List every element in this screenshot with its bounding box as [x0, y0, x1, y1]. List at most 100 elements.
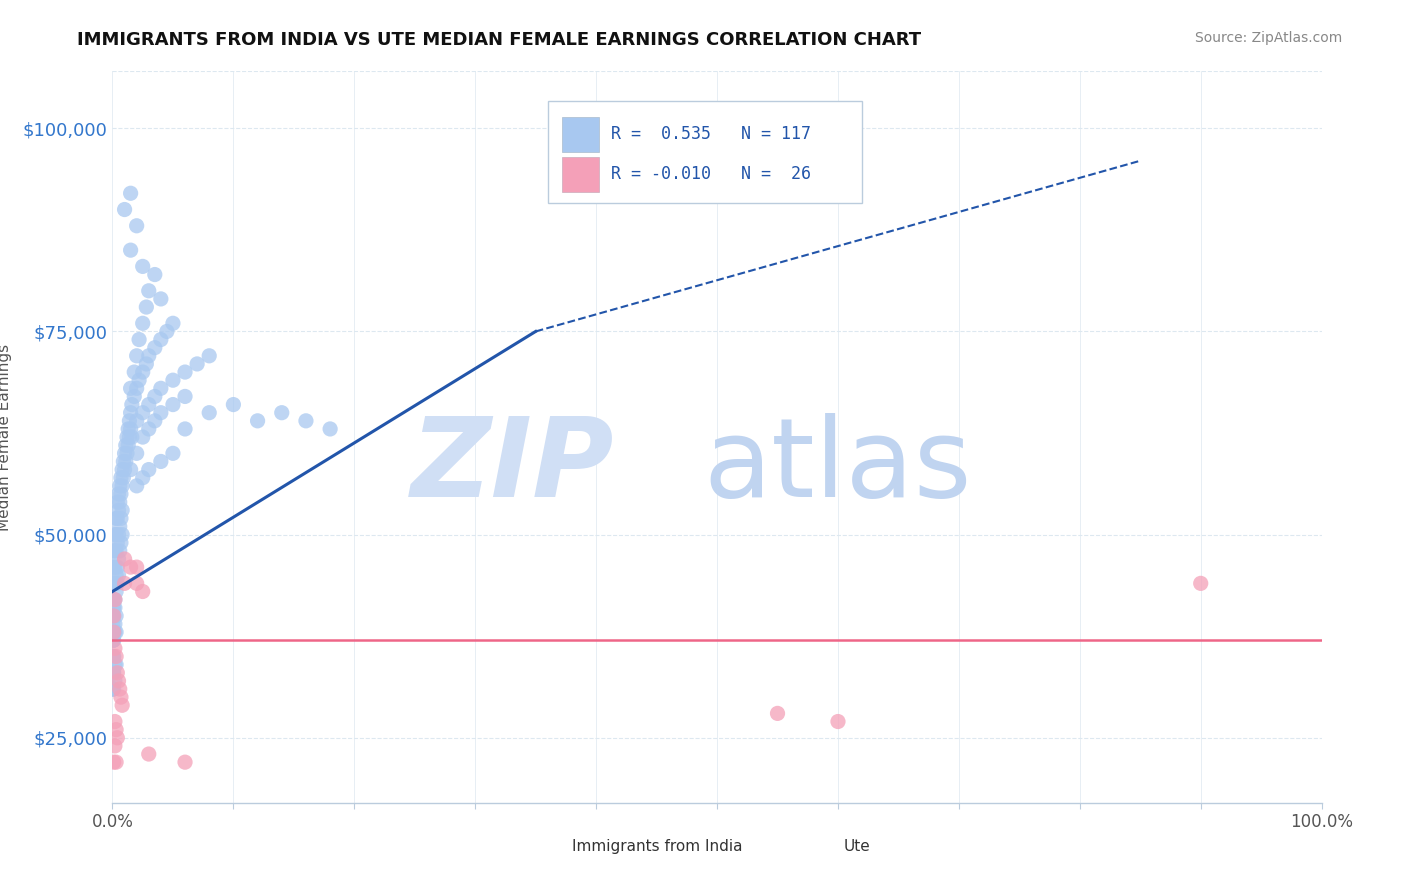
- Point: [104, 576, 127, 591]
- Point: [222, 398, 245, 412]
- Point: [132, 365, 155, 379]
- Point: [135, 357, 157, 371]
- Point: [101, 633, 124, 648]
- Point: [107, 527, 129, 541]
- Point: [138, 398, 160, 412]
- Point: [105, 625, 128, 640]
- Point: [105, 584, 128, 599]
- Point: [110, 511, 132, 525]
- Point: [186, 357, 208, 371]
- Point: [827, 714, 849, 729]
- Point: [162, 373, 184, 387]
- Point: [108, 519, 131, 533]
- Point: [101, 681, 124, 696]
- Point: [103, 600, 125, 615]
- Text: Ute: Ute: [844, 839, 870, 855]
- Point: [198, 406, 221, 420]
- Point: [122, 365, 145, 379]
- Point: [105, 568, 128, 582]
- Point: [125, 219, 148, 233]
- Point: [114, 552, 136, 566]
- Point: [125, 349, 148, 363]
- Point: [117, 422, 139, 436]
- Point: [121, 430, 143, 444]
- Point: [105, 527, 128, 541]
- Point: [121, 398, 143, 412]
- Point: [101, 649, 124, 664]
- Point: [125, 414, 148, 428]
- Point: [103, 625, 125, 640]
- Point: [120, 243, 142, 257]
- FancyBboxPatch shape: [536, 836, 565, 858]
- Point: [111, 527, 134, 541]
- Point: [107, 552, 129, 566]
- Point: [143, 341, 166, 355]
- Point: [138, 422, 160, 436]
- Point: [104, 657, 127, 672]
- Point: [143, 268, 166, 282]
- Point: [110, 487, 132, 501]
- Point: [101, 649, 124, 664]
- Point: [125, 576, 148, 591]
- Point: [118, 414, 141, 428]
- Point: [101, 633, 124, 648]
- Point: [1189, 576, 1212, 591]
- Point: [101, 600, 124, 615]
- Point: [246, 414, 269, 428]
- Point: [120, 381, 142, 395]
- Point: [114, 454, 136, 468]
- Point: [132, 430, 155, 444]
- Point: [103, 576, 125, 591]
- Point: [103, 625, 125, 640]
- Point: [319, 422, 342, 436]
- Text: IMMIGRANTS FROM INDIA VS UTE MEDIAN FEMALE EARNINGS CORRELATION CHART: IMMIGRANTS FROM INDIA VS UTE MEDIAN FEMA…: [77, 31, 921, 49]
- Point: [120, 186, 142, 201]
- Point: [108, 495, 131, 509]
- Point: [105, 511, 128, 525]
- Point: [117, 438, 139, 452]
- Point: [149, 406, 172, 420]
- Point: [125, 446, 148, 460]
- Text: R =  0.535   N = 117: R = 0.535 N = 117: [610, 125, 811, 143]
- Point: [107, 503, 129, 517]
- Point: [108, 681, 131, 696]
- Point: [162, 316, 184, 330]
- Point: [132, 471, 155, 485]
- Point: [107, 673, 129, 688]
- Point: [198, 349, 221, 363]
- Point: [101, 665, 124, 680]
- Point: [104, 714, 127, 729]
- Point: [104, 527, 127, 541]
- Point: [143, 414, 166, 428]
- Point: [149, 292, 172, 306]
- Point: [104, 673, 127, 688]
- Y-axis label: Median Female Earnings: Median Female Earnings: [0, 343, 11, 531]
- Point: [138, 747, 160, 761]
- Point: [101, 665, 124, 680]
- Point: [101, 625, 124, 640]
- Point: [174, 365, 197, 379]
- Point: [103, 633, 125, 648]
- Point: [766, 706, 789, 721]
- Point: [128, 373, 150, 387]
- Text: R = -0.010   N =  26: R = -0.010 N = 26: [610, 165, 811, 183]
- FancyBboxPatch shape: [807, 836, 838, 858]
- Point: [105, 576, 128, 591]
- Point: [132, 406, 155, 420]
- Point: [104, 641, 127, 656]
- Point: [149, 454, 172, 468]
- Point: [143, 389, 166, 403]
- Point: [128, 333, 150, 347]
- Point: [174, 422, 197, 436]
- Point: [125, 381, 148, 395]
- Point: [138, 462, 160, 476]
- Point: [101, 649, 124, 664]
- Point: [114, 462, 136, 476]
- Point: [118, 430, 141, 444]
- Point: [101, 633, 124, 648]
- Point: [149, 381, 172, 395]
- Point: [111, 503, 134, 517]
- Point: [104, 600, 127, 615]
- Point: [114, 438, 136, 452]
- Point: [103, 608, 125, 623]
